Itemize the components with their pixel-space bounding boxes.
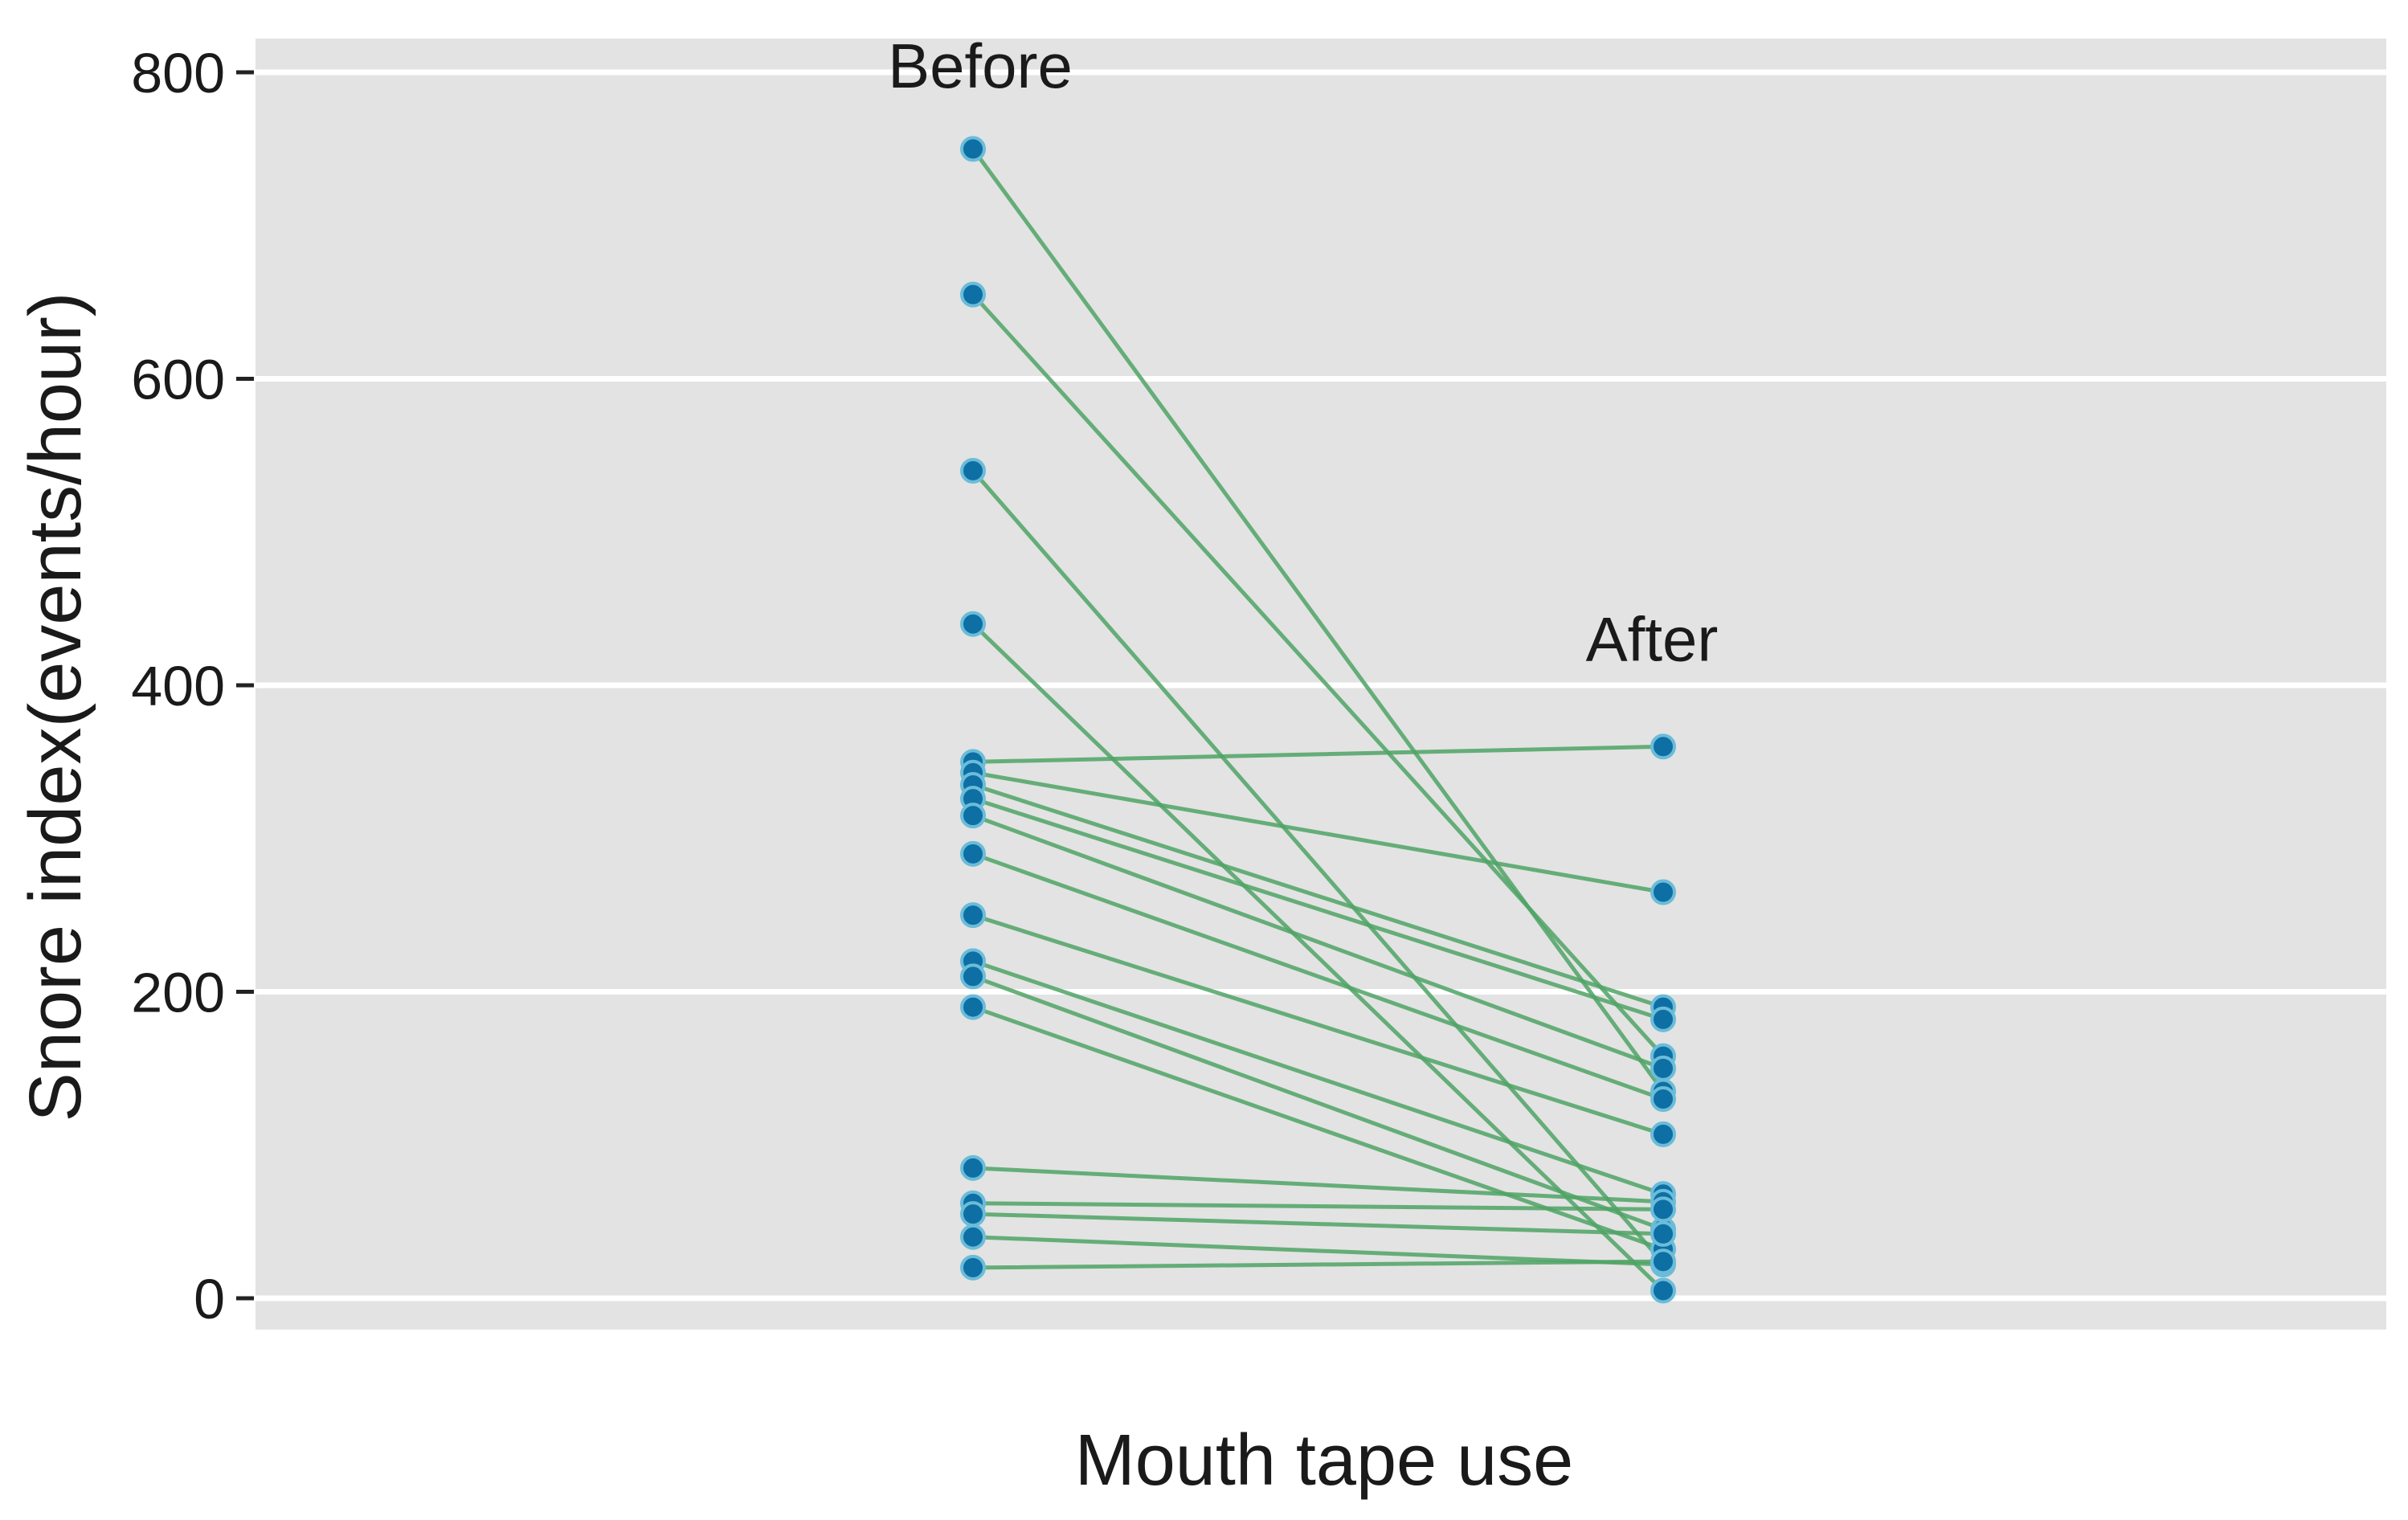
before-dot [960, 281, 986, 308]
after-dot [1650, 1086, 1676, 1113]
before-dot [960, 963, 986, 990]
pair-line [971, 744, 1666, 764]
before-dot [960, 136, 986, 162]
before-dot [960, 1224, 986, 1250]
after-dot [1650, 1006, 1676, 1032]
after-dot [1650, 1196, 1676, 1223]
pair-line [971, 1259, 1666, 1270]
before-dot [960, 803, 986, 829]
pair-line [971, 782, 1666, 1010]
before-dot [960, 1254, 986, 1281]
pair-line [971, 622, 1666, 1293]
after-dot [1650, 1277, 1676, 1304]
after-dot [1650, 879, 1676, 905]
pair-line [971, 146, 1666, 1093]
pair-line [971, 974, 1666, 1232]
pair-line [971, 292, 1666, 1059]
pair-line [971, 913, 1666, 1137]
pair-line-layer [971, 146, 1666, 1293]
y-tick-label-800: 800 [131, 42, 225, 104]
x-axis-title: Mouth tape use [1075, 1420, 1573, 1501]
pair-line [971, 1235, 1666, 1267]
pair-line [971, 1166, 1666, 1204]
y-axis-title: Snore index(events/hour) [14, 292, 96, 1122]
pair-line [971, 468, 1666, 1265]
before-dot [960, 1201, 986, 1228]
before-dot [960, 994, 986, 1020]
after-dot [1650, 1055, 1676, 1081]
pair-line [971, 1212, 1666, 1236]
after-dot [1650, 1220, 1676, 1247]
pair-line [971, 770, 1666, 895]
pair-line [971, 813, 1666, 1071]
after-dot [1650, 1248, 1676, 1275]
dot-layer [960, 136, 1676, 1304]
before-dot [960, 902, 986, 929]
after-dot [1650, 733, 1676, 760]
before-dot [960, 840, 986, 867]
y-tick-label-0: 0 [194, 1268, 225, 1330]
after-dot [1650, 1121, 1676, 1147]
pair-line [971, 958, 1666, 1196]
y-tick-label-200: 200 [131, 962, 225, 1024]
before-dot [960, 457, 986, 484]
pair-line [971, 852, 1666, 1101]
before-dot [960, 1154, 986, 1181]
gridline-layer [256, 69, 2386, 1301]
before-column-label: Before [888, 31, 1073, 101]
y-tick-label-400: 400 [131, 655, 225, 717]
before-dot [960, 611, 986, 637]
y-tick-label-600: 600 [131, 349, 225, 411]
after-column-label: After [1586, 603, 1719, 674]
tick-layer: 800 600 400 200 0 [131, 42, 254, 1330]
pair-line [971, 1201, 1666, 1212]
pair-line [971, 796, 1666, 1022]
